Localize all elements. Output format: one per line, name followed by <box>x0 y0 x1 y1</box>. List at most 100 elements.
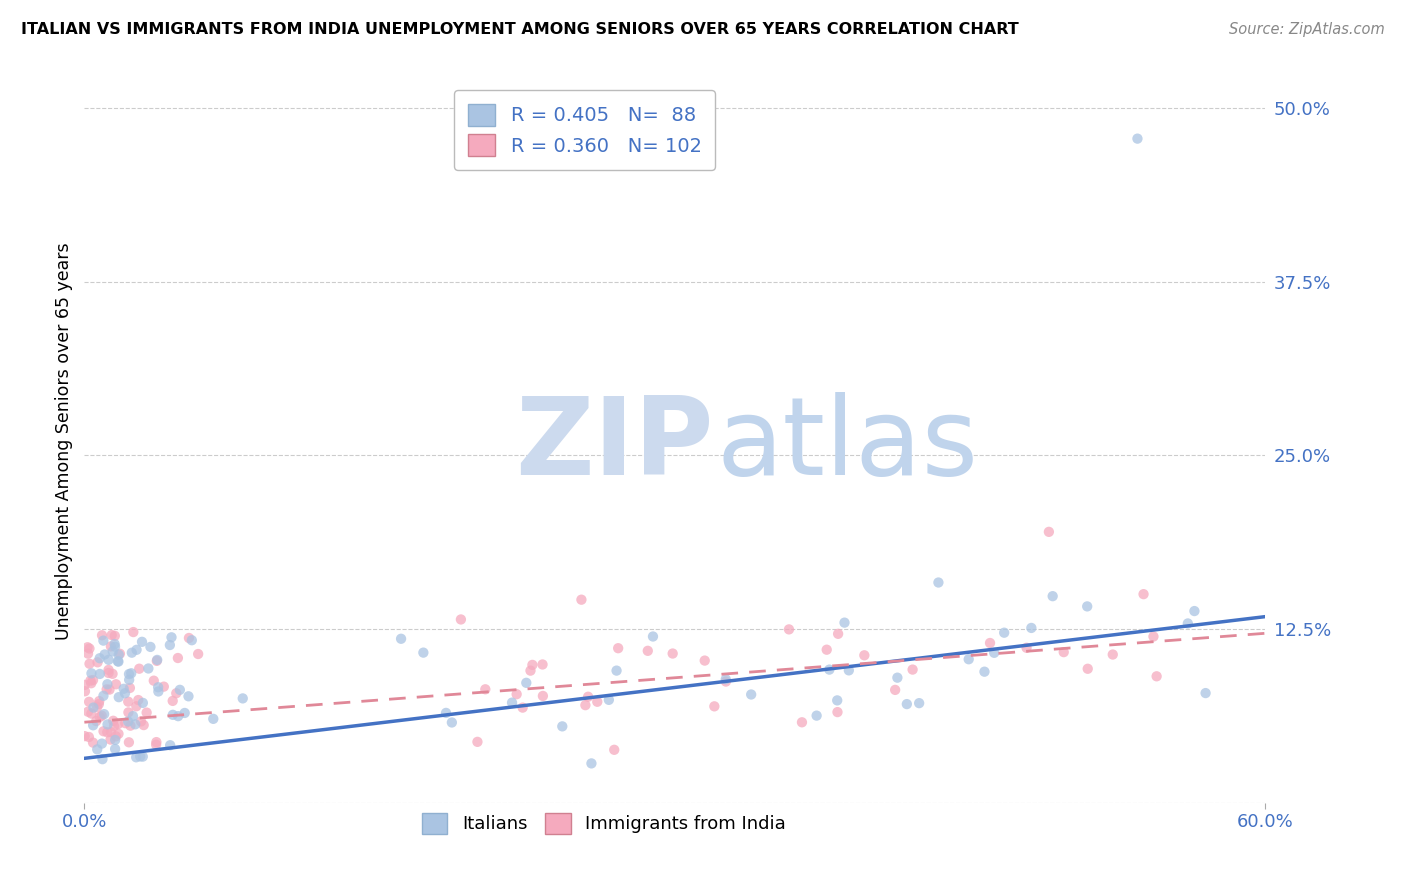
Point <box>818 663 841 677</box>
Point <box>89 694 111 708</box>
Point <box>93 689 115 703</box>
Point <box>515 675 537 690</box>
Point <box>84 714 107 728</box>
Point <box>101 644 124 658</box>
Legend: Italians, Immigrants from India: Italians, Immigrants from India <box>412 802 797 845</box>
Point <box>901 663 924 677</box>
Point <box>77 695 100 709</box>
Point <box>606 664 628 678</box>
Point <box>519 664 541 678</box>
Point <box>637 644 659 658</box>
Point <box>957 652 980 666</box>
Point <box>132 718 155 732</box>
Point <box>73 678 96 692</box>
Point <box>107 717 129 731</box>
Point <box>135 706 157 720</box>
Point <box>173 706 195 720</box>
Point <box>118 735 141 749</box>
Point <box>145 735 167 749</box>
Point <box>146 653 169 667</box>
Point <box>121 646 143 660</box>
Point <box>165 686 187 700</box>
Point <box>139 640 162 654</box>
Point <box>167 651 190 665</box>
Point <box>101 666 124 681</box>
Text: ITALIAN VS IMMIGRANTS FROM INDIA UNEMPLOYMENT AMONG SENIORS OVER 65 YEARS CORREL: ITALIAN VS IMMIGRANTS FROM INDIA UNEMPLO… <box>21 22 1019 37</box>
Point <box>82 673 104 687</box>
Point <box>96 677 118 691</box>
Point <box>703 699 725 714</box>
Point <box>412 646 434 660</box>
Point <box>100 640 122 654</box>
Point <box>112 681 135 696</box>
Point <box>89 651 111 665</box>
Point <box>467 735 489 749</box>
Point <box>714 672 737 686</box>
Point <box>125 699 148 714</box>
Point <box>93 707 115 722</box>
Point <box>73 684 96 698</box>
Point <box>91 752 114 766</box>
Point <box>105 677 128 691</box>
Point <box>97 665 120 680</box>
Y-axis label: Unemployment Among Seniors over 65 years: Unemployment Among Seniors over 65 years <box>55 243 73 640</box>
Point <box>586 695 609 709</box>
Point <box>551 719 574 733</box>
Point <box>138 661 160 675</box>
Point <box>129 749 152 764</box>
Point <box>159 638 181 652</box>
Point <box>100 725 122 739</box>
Point <box>1042 589 1064 603</box>
Point <box>1194 686 1216 700</box>
Point <box>576 690 599 704</box>
Point <box>125 642 148 657</box>
Point <box>169 682 191 697</box>
Point <box>100 628 122 642</box>
Point <box>896 697 918 711</box>
Point <box>118 673 141 687</box>
Point <box>93 724 115 739</box>
Point <box>574 698 596 713</box>
Point <box>86 700 108 714</box>
Point <box>1132 587 1154 601</box>
Point <box>104 629 127 643</box>
Point <box>187 647 209 661</box>
Point <box>1021 621 1043 635</box>
Point <box>79 673 101 688</box>
Point <box>103 714 125 728</box>
Point <box>145 738 167 752</box>
Point <box>1146 669 1168 683</box>
Point <box>1038 524 1060 539</box>
Point <box>598 693 620 707</box>
Point <box>1184 604 1206 618</box>
Point <box>714 674 737 689</box>
Point <box>93 633 115 648</box>
Point <box>120 719 142 733</box>
Point <box>927 575 949 590</box>
Point <box>908 696 931 710</box>
Point <box>740 688 762 702</box>
Point <box>983 646 1005 660</box>
Point <box>89 667 111 681</box>
Point <box>148 684 170 698</box>
Point <box>82 700 104 714</box>
Point <box>118 667 141 681</box>
Point <box>167 709 190 723</box>
Point <box>1126 131 1149 145</box>
Point <box>973 665 995 679</box>
Point <box>114 686 136 700</box>
Point <box>607 641 630 656</box>
Text: atlas: atlas <box>716 392 979 498</box>
Point <box>107 727 129 741</box>
Point <box>132 749 155 764</box>
Point <box>661 647 683 661</box>
Point <box>440 715 463 730</box>
Point <box>838 664 860 678</box>
Point <box>107 690 129 705</box>
Point <box>979 636 1001 650</box>
Point <box>77 647 100 661</box>
Point <box>142 673 165 688</box>
Point <box>827 627 849 641</box>
Point <box>202 712 225 726</box>
Point <box>117 706 139 720</box>
